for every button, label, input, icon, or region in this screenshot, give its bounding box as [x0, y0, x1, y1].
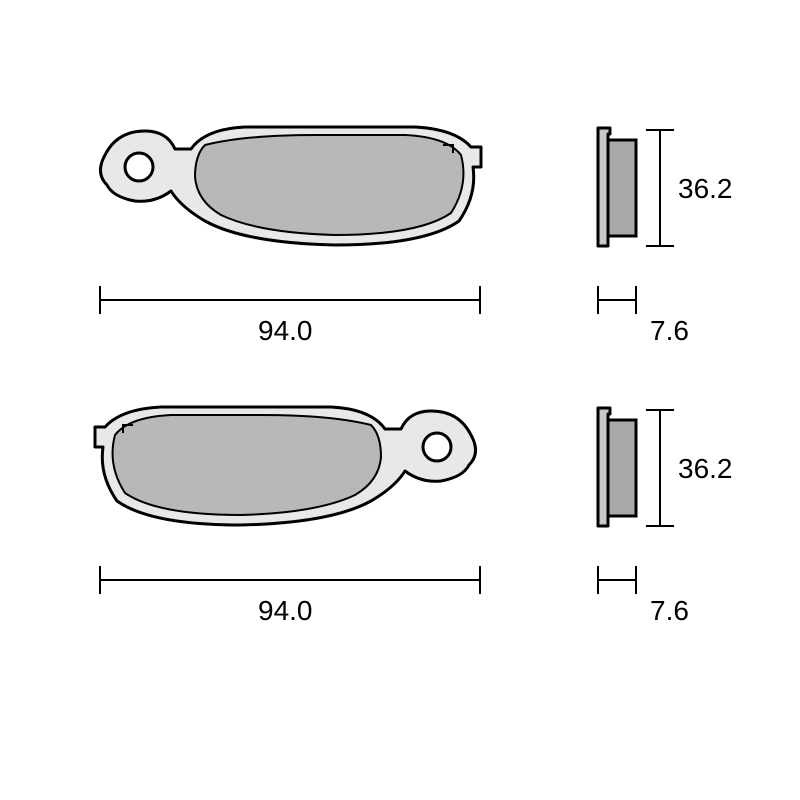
dimension-label: 36.2	[678, 453, 733, 484]
dimension-label: 94.0	[258, 595, 313, 626]
brake-pad-side	[598, 128, 636, 246]
dimension-label: 94.0	[258, 315, 313, 346]
canvas-bg	[0, 0, 800, 800]
dimension-label: 7.6	[650, 595, 689, 626]
dimension-label: 7.6	[650, 315, 689, 346]
dimension-label: 36.2	[678, 173, 733, 204]
brake-pad-side	[598, 408, 636, 526]
